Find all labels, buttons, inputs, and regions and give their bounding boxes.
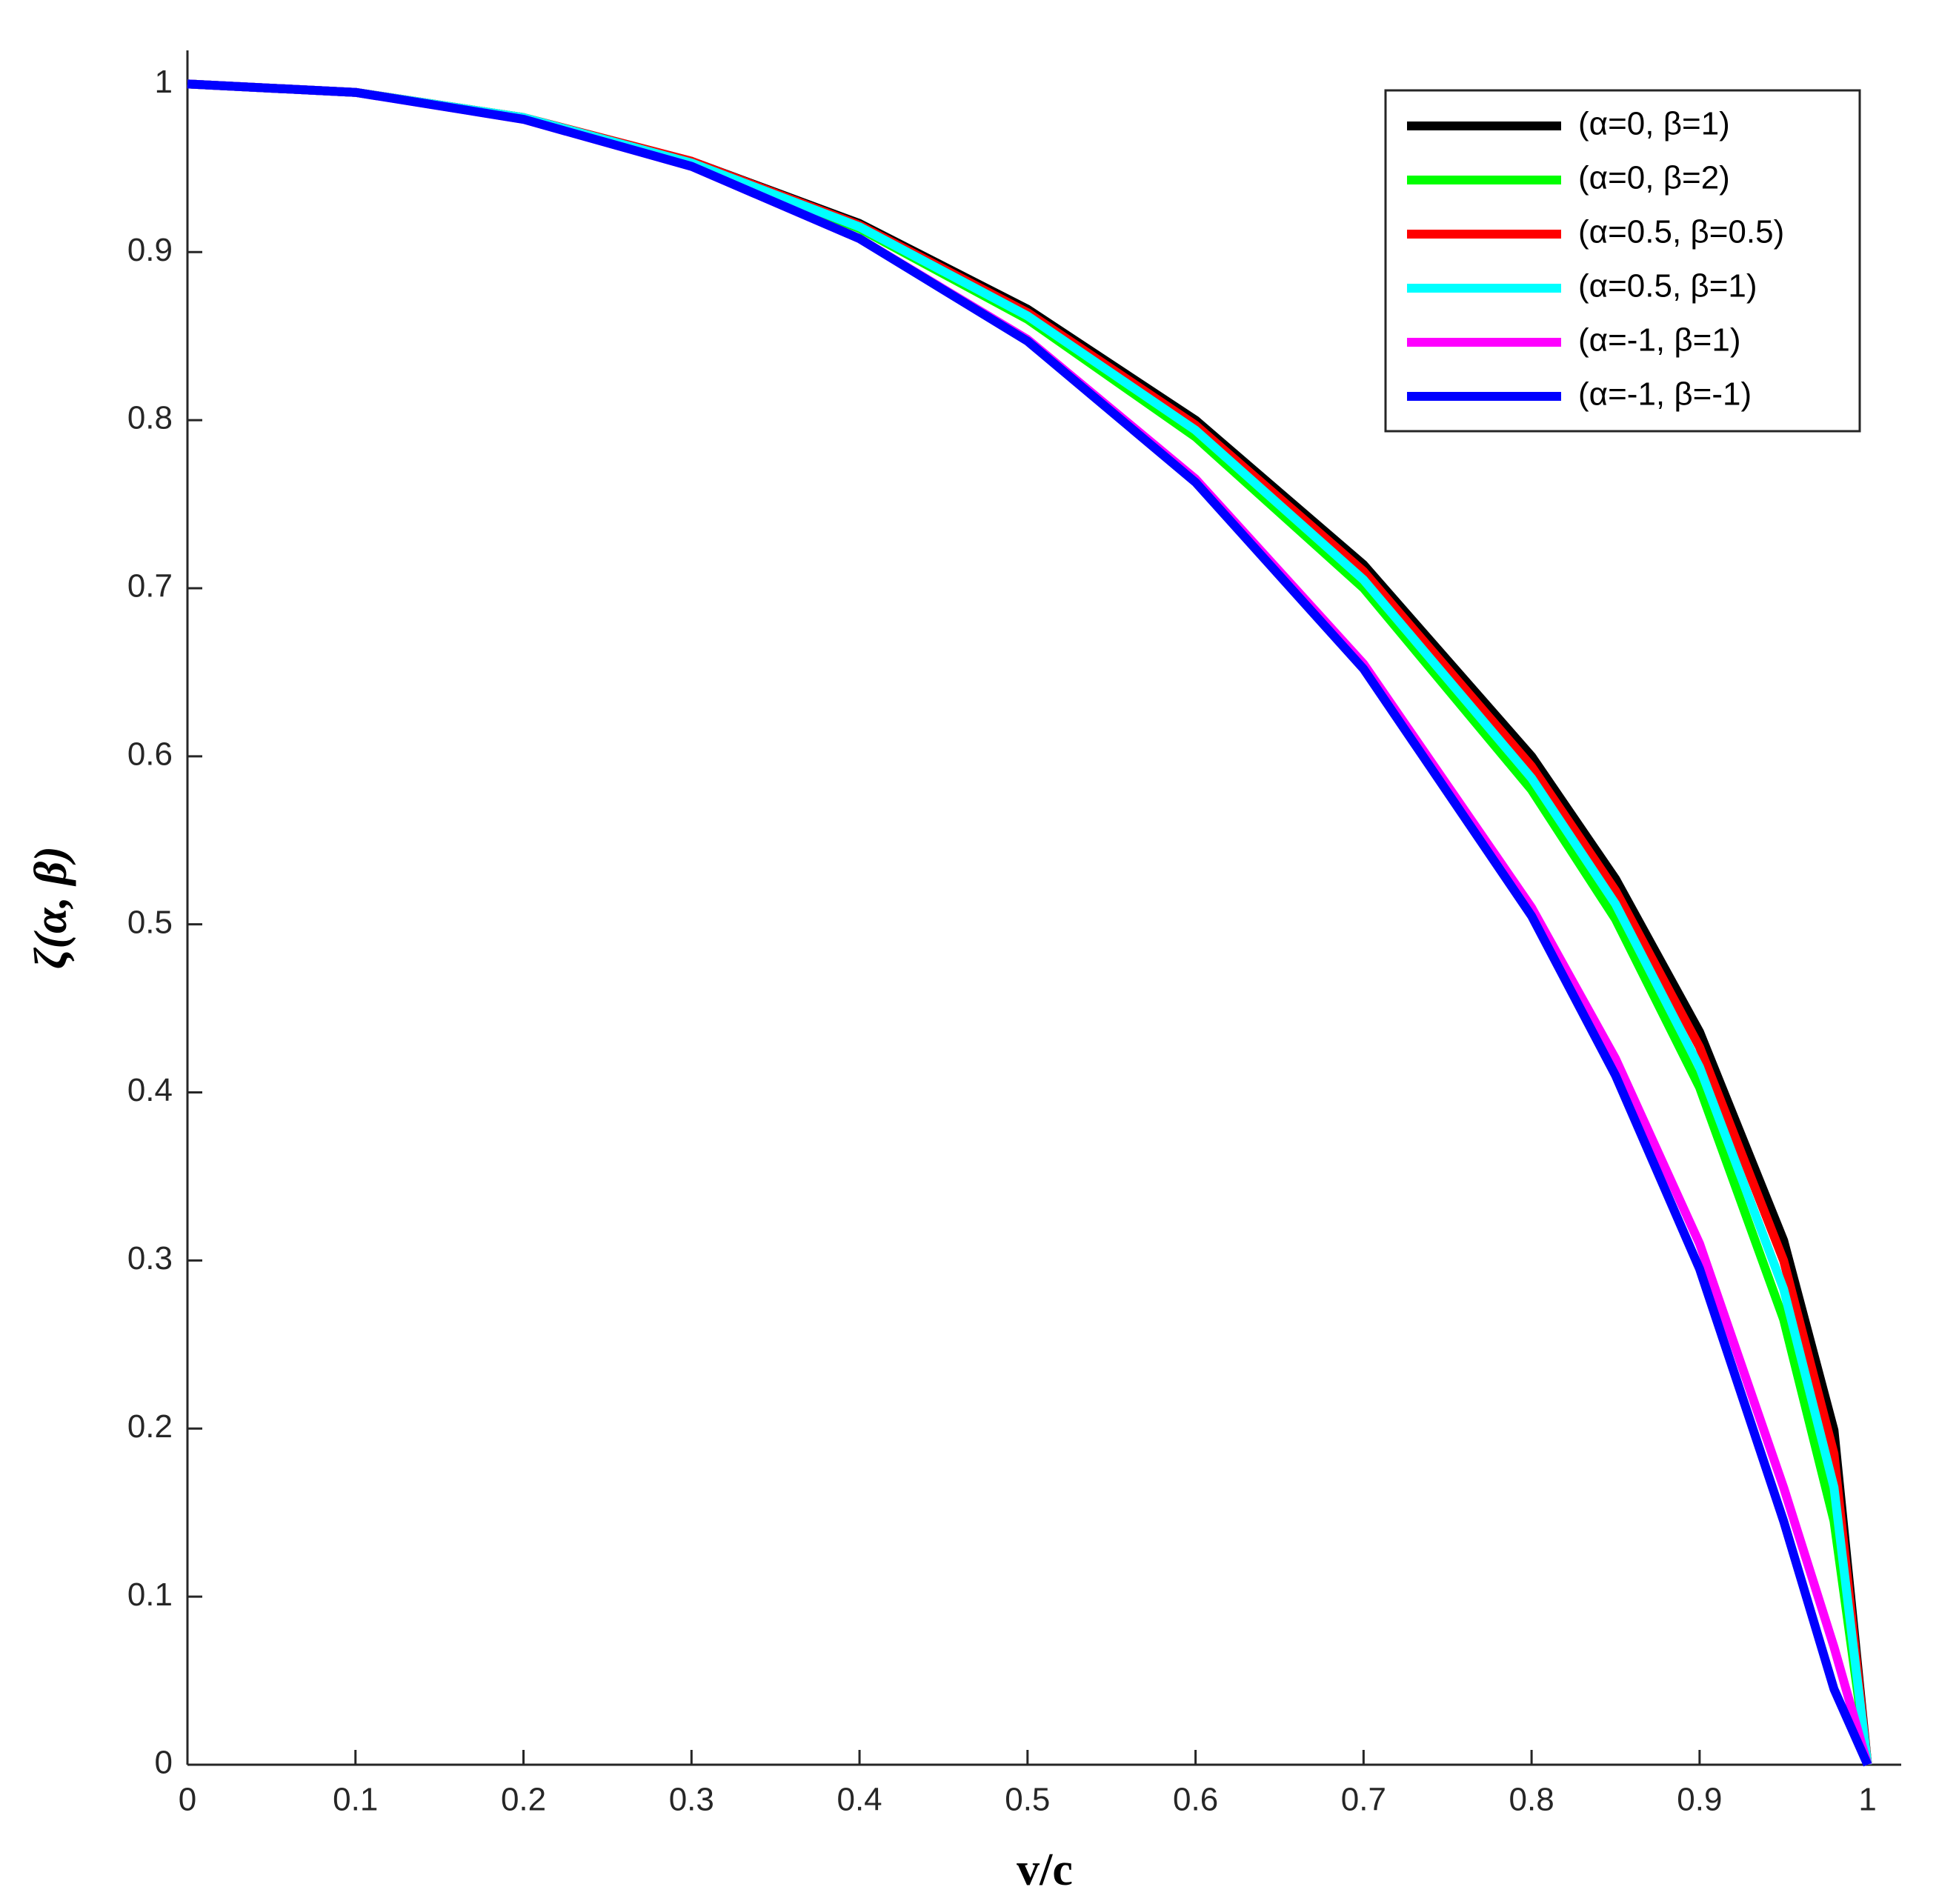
x-tick-label: 0.7 bbox=[1341, 1782, 1386, 1818]
x-axis-title: v/c bbox=[1017, 1845, 1073, 1895]
y-tick-label: 0.4 bbox=[127, 1072, 173, 1108]
x-tick-label: 0.3 bbox=[669, 1782, 714, 1818]
legend-label: (α=0.5, β=0.5) bbox=[1578, 214, 1784, 250]
y-tick-label: 0.5 bbox=[127, 904, 173, 940]
x-tick-label: 0 bbox=[179, 1782, 196, 1818]
y-axis-title: ζ(α, β) bbox=[26, 846, 76, 969]
line bbox=[187, 79, 1872, 1767]
y-tick-label: 0.6 bbox=[127, 736, 173, 772]
x-tick-label: 0.4 bbox=[837, 1782, 882, 1818]
x-tick-label: 0.8 bbox=[1509, 1782, 1554, 1818]
x-tick-label: 1 bbox=[1858, 1782, 1876, 1818]
legend-label: (α=0, β=2) bbox=[1578, 160, 1730, 196]
x-tick-label: 0.1 bbox=[333, 1782, 378, 1818]
legend-label: (α=0.5, β=1) bbox=[1578, 268, 1757, 304]
y-tick-label: 0.2 bbox=[127, 1408, 173, 1445]
legend-label: (α=-1, β=1) bbox=[1578, 322, 1740, 359]
y-tick-label: 0.1 bbox=[127, 1577, 173, 1613]
y-tick-label: 1 bbox=[155, 64, 173, 100]
y-tick-label: 0.8 bbox=[127, 400, 173, 436]
x-tick-label: 0.2 bbox=[501, 1782, 546, 1818]
x-tick-label: 0.6 bbox=[1173, 1782, 1218, 1818]
y-tick-label: 0 bbox=[155, 1745, 173, 1781]
y-tick-label: 0.3 bbox=[127, 1240, 173, 1276]
y-tick-label: 0.9 bbox=[127, 232, 173, 268]
x-tick-label: 0.9 bbox=[1677, 1782, 1722, 1818]
x-tick-label: 0.5 bbox=[1005, 1782, 1050, 1818]
y-tick-label: 0.7 bbox=[127, 568, 173, 605]
legend-label: (α=-1, β=-1) bbox=[1578, 376, 1752, 413]
legend-box bbox=[1384, 89, 1861, 433]
legend-label: (α=0, β=1) bbox=[1578, 106, 1730, 142]
